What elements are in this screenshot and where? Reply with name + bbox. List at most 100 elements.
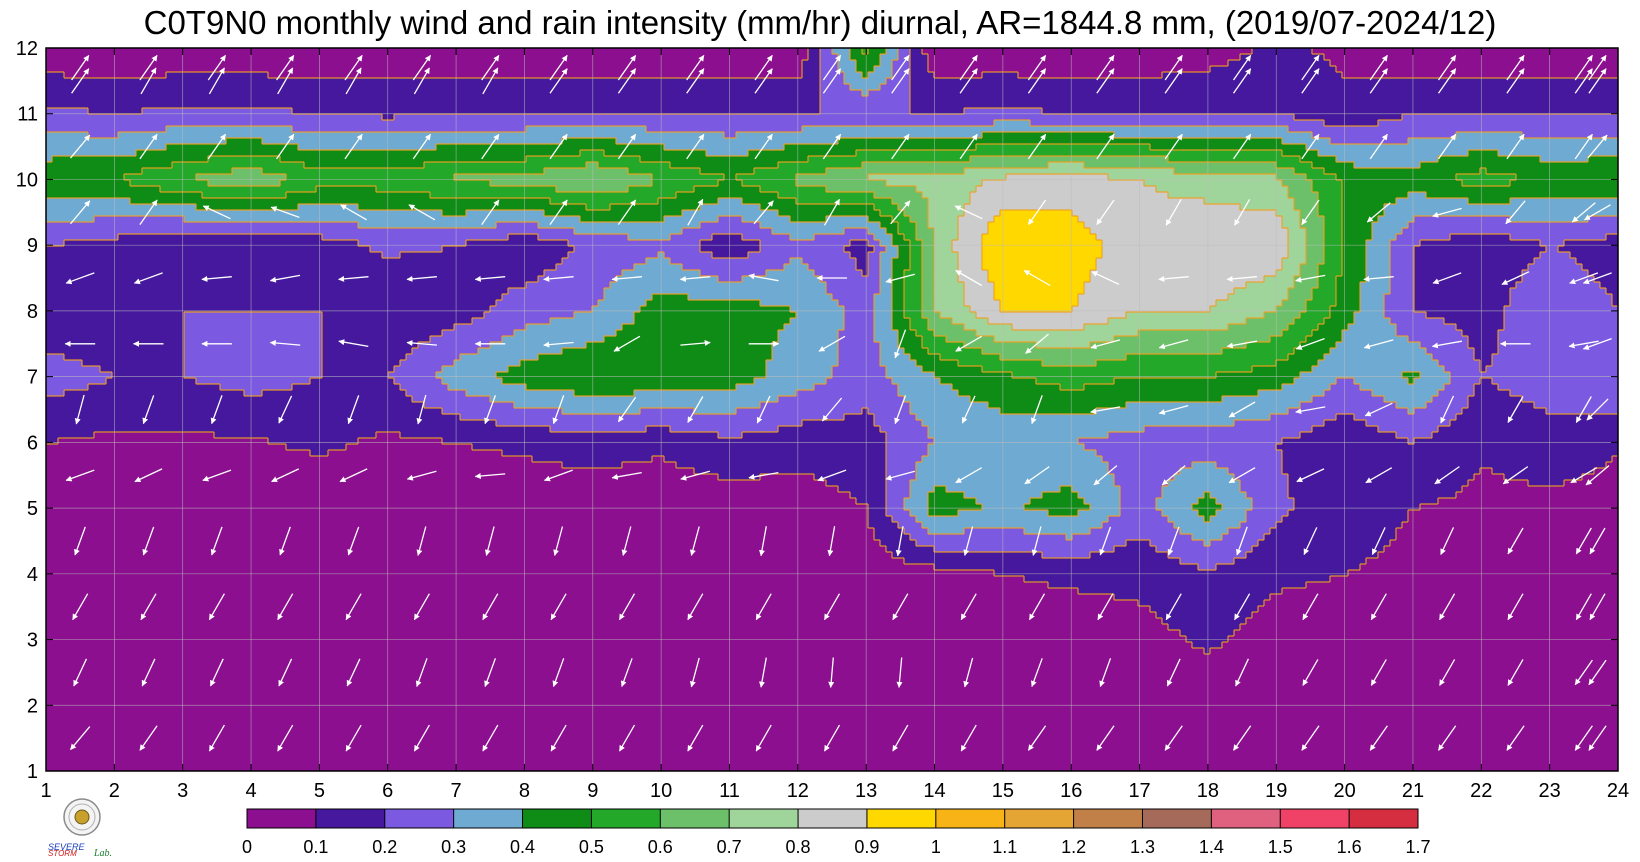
heat-cell [694,114,701,121]
heat-cell [880,60,887,67]
heat-cell [1378,120,1385,127]
heat-cell [634,126,641,133]
heat-cell [1282,84,1289,91]
heat-cell [598,180,605,187]
heat-cell [1324,96,1331,103]
heat-cell [1192,84,1199,91]
heat-cell [226,162,233,169]
heat-cell [784,132,791,139]
heat-cell [1072,132,1079,139]
heat-cell [1504,156,1511,163]
heat-cell [1474,138,1481,145]
heat-cell [304,114,311,121]
heat-cell [388,156,395,163]
heat-cell [1510,138,1517,145]
heat-cell [850,78,857,85]
heat-cell [1312,126,1319,133]
heat-cell [442,162,449,169]
heat-cell [1504,96,1511,103]
heat-cell [706,144,713,151]
heat-cell [706,102,713,109]
heat-cell [1240,162,1247,169]
heat-cell [508,96,515,103]
heat-cell [1432,114,1439,121]
heat-cell [1570,168,1577,175]
heat-cell [1096,132,1103,139]
heat-cell [574,138,581,145]
heat-cell [292,168,299,175]
heat-cell [1558,120,1565,127]
heat-cell [1402,120,1409,127]
heat-cell [574,168,581,175]
heat-cell [130,186,137,193]
heat-cell [1054,180,1061,187]
heat-cell [1270,84,1277,91]
heat-cell [1468,138,1475,145]
heat-cell [184,78,191,85]
heat-cell [82,186,89,193]
heat-cell [520,144,527,151]
heat-cell [340,186,347,193]
heat-cell [1036,180,1043,187]
heat-cell [868,102,875,109]
heat-cell [796,78,803,85]
heat-cell [1102,90,1109,97]
heat-cell [100,144,107,151]
heat-cell [298,120,305,127]
heat-cell [172,96,179,103]
heat-cell [124,162,131,169]
heat-cell [550,102,557,109]
heat-cell [712,120,719,127]
heat-cell [196,132,203,139]
heat-cell [1534,120,1541,127]
heat-cell [1084,144,1091,151]
heat-cell [1522,78,1529,85]
heat-cell [1510,120,1517,127]
heat-cell [1036,114,1043,121]
heat-cell [58,156,65,163]
heat-cell [922,138,929,145]
heat-cell [1426,114,1433,121]
heat-cell [760,156,767,163]
heat-cell [610,180,617,187]
heat-cell [304,102,311,109]
heat-cell [1354,114,1361,121]
heat-cell [1216,162,1223,169]
heat-cell [322,168,329,175]
heat-cell [1210,162,1217,169]
heat-cell [748,84,755,91]
heat-cell [172,162,179,169]
heat-cell [364,138,371,145]
heat-cell [730,120,737,127]
heat-cell [1606,114,1613,121]
heat-cell [808,60,815,67]
heat-cell [1102,102,1109,109]
heat-cell [154,96,161,103]
heat-cell [88,186,95,193]
heat-cell [1150,78,1157,85]
heat-cell [1048,132,1055,139]
heat-cell [172,126,179,133]
heat-cell [148,120,155,127]
heat-cell [112,126,119,133]
heat-cell [1240,96,1247,103]
heat-cell [784,150,791,157]
heat-cell [1438,120,1445,127]
heat-cell [1504,102,1511,109]
heat-cell [1426,180,1433,187]
heat-cell [1462,132,1469,139]
heat-cell [1042,180,1049,187]
heat-cell [1420,144,1427,151]
heat-cell [466,162,473,169]
heat-cell [436,162,443,169]
heat-cell [112,180,119,187]
heat-cell [1486,84,1493,91]
heat-cell [136,186,143,193]
heat-cell [1498,84,1505,91]
heat-cell [1594,168,1601,175]
heat-cell [940,90,947,97]
heat-cell [1012,156,1019,163]
heat-cell [742,102,749,109]
heat-cell [772,168,779,175]
heat-cell [1522,90,1529,97]
